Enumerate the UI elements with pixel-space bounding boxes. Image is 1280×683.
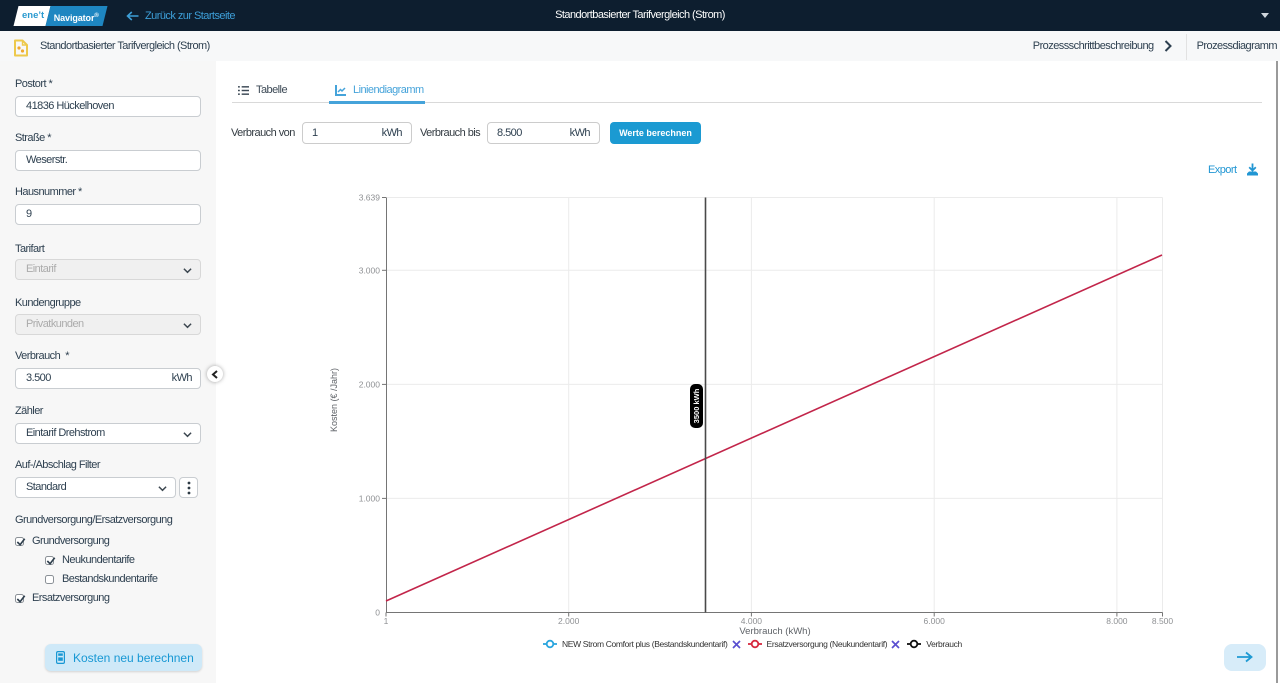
svg-text:1: 1 xyxy=(384,616,389,626)
svg-text:Verbrauch (kWh): Verbrauch (kWh) xyxy=(739,626,810,637)
svg-text:3500 kWh: 3500 kWh xyxy=(692,388,701,423)
svg-text:1.000: 1.000 xyxy=(359,493,381,503)
svg-text:3.000: 3.000 xyxy=(359,265,381,275)
svg-text:0: 0 xyxy=(375,608,380,618)
svg-text:3.639: 3.639 xyxy=(359,193,381,203)
svg-text:4.000: 4.000 xyxy=(741,616,763,626)
svg-text:2.000: 2.000 xyxy=(558,616,580,626)
svg-text:8.500: 8.500 xyxy=(1152,616,1174,626)
svg-text:6.000: 6.000 xyxy=(924,616,946,626)
svg-text:Kosten (€ /Jahr): Kosten (€ /Jahr) xyxy=(329,368,339,432)
svg-text:2.000: 2.000 xyxy=(359,379,381,389)
svg-text:8.000: 8.000 xyxy=(1106,616,1128,626)
